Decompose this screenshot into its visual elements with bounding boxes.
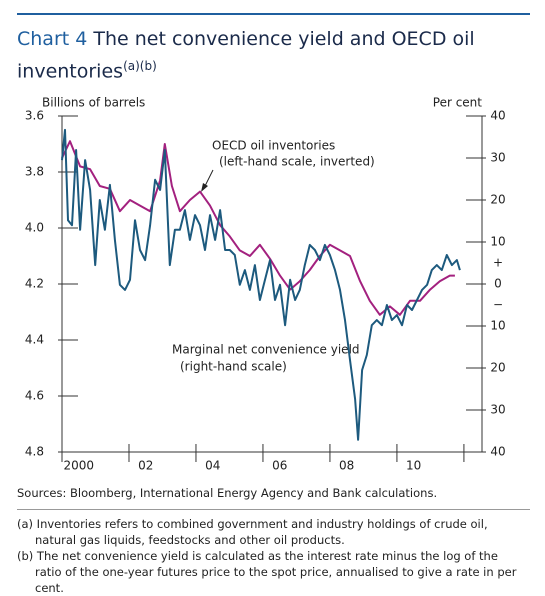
footnote: (b) The net convenience yield is calcula…	[17, 549, 517, 595]
y2-tick-label: 0	[494, 277, 502, 291]
y2-tick-label: 10	[490, 319, 505, 333]
y-tick-label: 3.8	[25, 165, 44, 179]
y2-tick-label: 40	[490, 109, 505, 123]
x-tick-label: 06	[272, 459, 287, 473]
annotation: OECD oil inventories	[212, 139, 335, 153]
y2-axis-label: Per cent	[433, 96, 483, 110]
y2-tick-label: 30	[490, 151, 505, 165]
y-axis-label: Billions of barrels	[42, 96, 145, 110]
title-notes: (a)(b)	[123, 59, 157, 73]
chart-number: Chart 4	[17, 28, 88, 50]
y2-tick-label: 10	[490, 235, 505, 249]
y-tick-label: 4.2	[25, 277, 44, 291]
y2-tick-label: 30	[490, 403, 505, 417]
annotation: Marginal net convenience yield	[172, 343, 360, 357]
footnotes: (a) Inventories refers to combined gover…	[17, 516, 527, 596]
footnote: (a) Inventories refers to combined gover…	[17, 517, 488, 547]
y2-sign-label: +	[493, 256, 503, 270]
x-tick-label: 10	[406, 459, 421, 473]
chart: Billions of barrels Per cent OECD oil in…	[25, 96, 506, 473]
y-tick-label: 4.6	[25, 389, 44, 403]
y2-sign-label: −	[493, 298, 503, 312]
y-tick-label: 3.6	[25, 109, 44, 123]
separator	[17, 509, 530, 510]
y-tick-label: 4.0	[25, 221, 44, 235]
x-tick-label: 04	[205, 459, 220, 473]
annotation: (right-hand scale)	[180, 360, 287, 374]
series-line	[61, 140, 455, 316]
top-rule	[17, 13, 530, 15]
title-text: The net convenience yield and OECD oil i…	[17, 28, 475, 83]
y-tick-label: 4.8	[25, 445, 44, 459]
arrow-head	[201, 183, 208, 192]
annotation: (left-hand scale, inverted)	[219, 155, 375, 169]
x-tick-label: 02	[138, 459, 153, 473]
x-tick-label: 2000	[63, 459, 94, 473]
chart-title: Chart 4 The net convenience yield and OEC…	[17, 26, 532, 85]
y-tick-label: 4.4	[25, 333, 44, 347]
y2-tick-label: 20	[490, 361, 505, 375]
x-tick-label: 08	[339, 459, 354, 473]
y2-tick-label: 20	[490, 193, 505, 207]
y2-tick-label: 40	[490, 445, 505, 459]
series-line	[61, 128, 461, 441]
sources: Sources: Bloomberg, International Energy…	[17, 486, 438, 500]
